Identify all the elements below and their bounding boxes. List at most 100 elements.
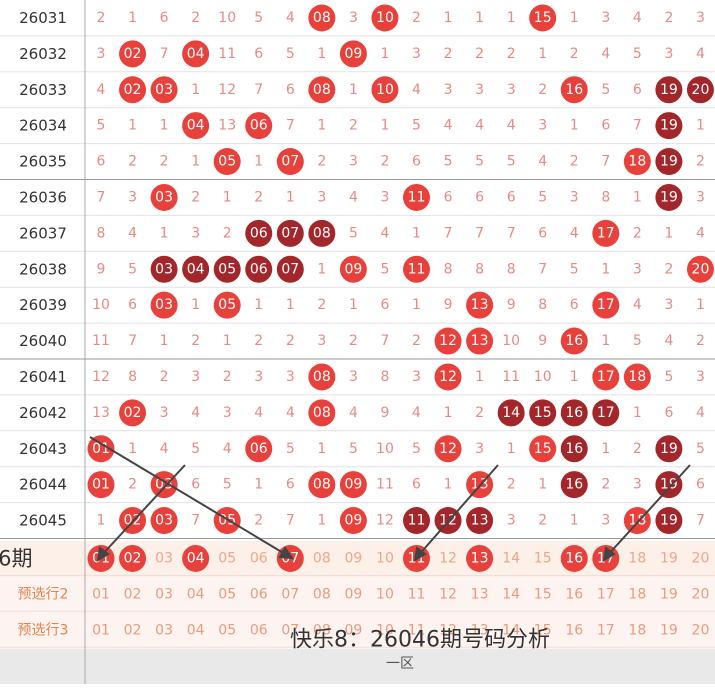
cell-number: 2 [191,189,200,205]
cell-number: 8 [97,225,106,241]
cell-number: 18 [628,550,646,566]
cell-number: 1 [317,513,326,529]
ball-number: 12 [439,369,457,385]
cell-number: 08 [313,622,331,638]
ball-number: 08 [313,10,331,26]
row-label: 046期 [0,546,33,570]
cell-number: 3 [538,118,547,134]
cell-number: 10 [218,10,236,26]
cell-number: 1 [570,513,579,529]
cell-number: 3 [191,369,200,385]
cell-number: 3 [570,189,579,205]
ball [560,76,588,104]
ball-number: 12 [439,333,457,349]
cell-number: 2 [191,333,200,349]
issue-number: 26035 [19,153,67,171]
cell-number: 3 [254,369,263,385]
cell-number: 1 [601,261,610,277]
ball-number: 13 [471,297,489,313]
cell-number: 3 [349,10,358,26]
cell-number: 11 [218,46,236,62]
ball-number: 08 [313,369,331,385]
ball-number: 19 [660,189,678,205]
cell-number: 3 [317,333,326,349]
cell-number: 4 [633,10,642,26]
cell-number: 9 [380,405,389,421]
cell-number: 05 [218,586,236,602]
cell-number: 14 [502,550,520,566]
cell-number: 4 [128,225,137,241]
ball-number: 03 [155,297,173,313]
cell-number: 02 [124,586,142,602]
ball-number: 17 [597,369,615,385]
cell-number: 4 [412,82,421,98]
ball [560,327,588,355]
cell-number: 7 [538,261,547,277]
ball [308,76,336,104]
cell-number: 19 [660,550,678,566]
cell-number: 6 [286,477,295,493]
cell-number: 2 [286,333,295,349]
ball [686,255,714,283]
ball-number: 07 [281,225,299,241]
ball-number: 15 [534,405,552,421]
ball [434,327,462,355]
ball-number: 16 [565,82,583,98]
cell-number: 4 [97,82,106,98]
cell-number: 6 [380,297,389,313]
preselect-bg [0,577,715,649]
row-label: 预选行3 [18,622,69,638]
ball-number: 13 [471,333,489,349]
ball [87,435,115,463]
ball-number: 15 [534,10,552,26]
ball [466,544,494,572]
cell-number: 4 [286,10,295,26]
cell-number: 5 [97,118,106,134]
cell-number: 10 [376,622,394,638]
cell-number: 3 [696,10,705,26]
cell-number: 13 [471,586,489,602]
cell-number: 7 [601,154,610,170]
cell-number: 5 [664,369,673,385]
cell-number: 2 [696,333,705,349]
cell-number: 6 [254,46,263,62]
cell-number: 1 [160,118,169,134]
issue-number: 26041 [19,368,67,386]
cell-number: 1 [412,297,421,313]
ball-number: 09 [344,46,362,62]
cell-number: 3 [223,405,232,421]
ball-number: 16 [565,441,583,457]
ball-number: 06 [250,441,268,457]
cell-number: 06 [250,586,268,602]
ball-number: 13 [471,513,489,529]
cell-number: 1 [570,10,579,26]
cell-number: 7 [97,189,106,205]
cell-number: 11 [92,333,110,349]
cell-number: 2 [160,154,169,170]
cell-number: 6 [601,118,610,134]
cell-number: 5 [601,82,610,98]
ball-number: 08 [313,225,331,241]
cell-number: 5 [633,46,642,62]
cell-number: 4 [601,46,610,62]
issue-number: 26033 [19,81,67,99]
ball [403,183,430,211]
cell-number: 6 [570,297,579,313]
cell-number: 1 [160,225,169,241]
footer-bg [0,649,715,684]
cell-number: 6 [444,189,453,205]
cell-number: 5 [349,225,358,241]
cell-number: 1 [286,297,295,313]
cell-number: 3 [317,189,326,205]
ball-number: 10 [376,82,394,98]
cell-number: 4 [223,441,232,457]
cell-number: 1 [254,297,263,313]
cell-number: 09 [344,622,362,638]
cell-number: 17 [597,622,615,638]
cell-number: 16 [565,622,583,638]
cell-number: 09 [344,586,362,602]
cell-number: 02 [124,622,142,638]
ball-number: 19 [660,441,678,457]
cell-number: 05 [218,550,236,566]
ball-number: 08 [313,477,331,493]
